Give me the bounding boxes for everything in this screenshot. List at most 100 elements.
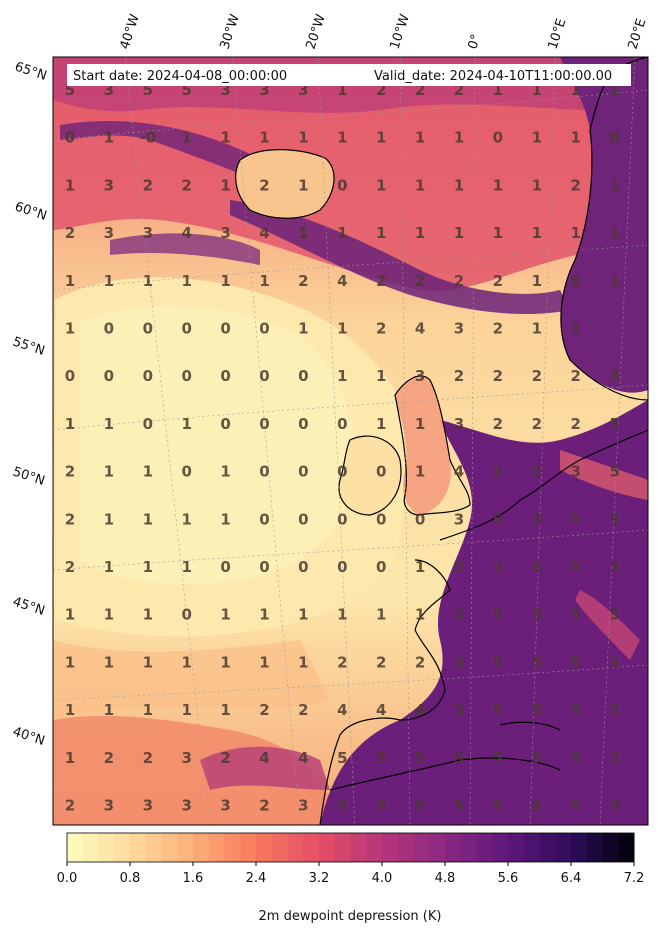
colorbar-segment <box>460 833 477 862</box>
colorbar-segment <box>445 833 462 862</box>
date-header-box <box>67 64 631 86</box>
grid-value: 1 <box>532 129 542 147</box>
grid-value: 0 <box>298 510 308 528</box>
colorbar-segment <box>193 833 210 862</box>
grid-value: 1 <box>532 320 542 338</box>
grid-value: 2 <box>415 653 425 671</box>
grid-value: 1 <box>65 701 75 719</box>
colorbar-segment <box>571 833 588 862</box>
grid-value: 0 <box>298 558 308 576</box>
grid-value: 2 <box>454 272 464 290</box>
grid-value: 1 <box>143 558 153 576</box>
grid-value: 2 <box>376 81 386 99</box>
grid-value: 1 <box>376 224 386 242</box>
grid-value: 1 <box>143 606 153 624</box>
colorbar-segment <box>98 833 115 862</box>
grid-value: 4 <box>532 797 542 815</box>
grid-value: 0 <box>181 320 191 338</box>
grid-value: 1 <box>415 415 425 433</box>
grid-value: 2 <box>259 176 269 194</box>
grid-value: 3 <box>220 797 230 815</box>
latitude-labels: 65°N 60°N 55°N 50°N 45°N 40°N <box>11 60 49 749</box>
grid-value: 1 <box>532 81 542 99</box>
grid-value: 2 <box>454 558 464 576</box>
grid-value: 0 <box>181 606 191 624</box>
grid-value: 1 <box>104 558 114 576</box>
grid-value: 0 <box>181 367 191 385</box>
grid-value: 2 <box>376 320 386 338</box>
grid-value: 3 <box>181 797 191 815</box>
grid-value: 1 <box>337 129 347 147</box>
grid-value: 0 <box>259 415 269 433</box>
grid-value: 4 <box>298 749 308 767</box>
grid-value: 1 <box>415 129 425 147</box>
grid-value: 1 <box>415 606 425 624</box>
grid-value: 5 <box>415 797 425 815</box>
grid-value: 5 <box>570 653 580 671</box>
colorbar-tick-label: 0.0 <box>57 871 78 886</box>
grid-value: 0 <box>259 510 269 528</box>
colorbar-segment <box>555 833 572 862</box>
grid-value: 1 <box>337 606 347 624</box>
grid-value: 3 <box>454 701 464 719</box>
grid-value: 5 <box>143 81 153 99</box>
grid-value: 5 <box>532 749 542 767</box>
grid-value: 3 <box>454 415 464 433</box>
grid-value: 5 <box>376 797 386 815</box>
grid-value: 3 <box>298 81 308 99</box>
grid-value: 0 <box>65 367 75 385</box>
colorbar-segment <box>130 833 147 862</box>
lon-label-10w: 10°W <box>388 12 413 51</box>
grid-value: 2 <box>181 176 191 194</box>
grid-value: 3 <box>609 749 619 767</box>
grid-value: 1 <box>65 320 75 338</box>
grid-value: 1 <box>65 415 75 433</box>
grid-value: 2 <box>493 272 503 290</box>
grid-value: 2 <box>454 81 464 99</box>
grid-value: 2 <box>298 701 308 719</box>
lat-label-65n: 65°N <box>13 60 49 84</box>
colorbar-segment <box>240 833 257 862</box>
colorbar-segment <box>114 833 131 862</box>
grid-value: 2 <box>376 272 386 290</box>
grid-value: 0 <box>220 320 230 338</box>
colorbar-segment <box>256 833 273 862</box>
grid-value: 1 <box>220 463 230 481</box>
grid-value: 1 <box>493 224 503 242</box>
colorbar-tick-label: 4.8 <box>435 871 456 886</box>
grid-value: 2 <box>143 749 153 767</box>
grid-value: 1 <box>298 606 308 624</box>
colorbar-segment <box>602 833 619 862</box>
grid-value: 2 <box>493 558 503 576</box>
grid-value: 1 <box>181 415 191 433</box>
grid-value: 5 <box>337 797 347 815</box>
grid-value: 5 <box>570 606 580 624</box>
grid-value: 3 <box>143 797 153 815</box>
grid-value: 0 <box>298 463 308 481</box>
colorbar-ticks: 0.0 0.8 1.6 2.4 3.2 4.0 4.8 5.6 6.4 7.2 <box>57 862 644 886</box>
colorbar-segment <box>224 833 241 862</box>
grid-value: 2 <box>415 81 425 99</box>
lat-label-40n: 40°N <box>11 725 47 749</box>
grid-value: 3 <box>104 797 114 815</box>
colorbar-tick-label: 0.8 <box>120 871 141 886</box>
grid-value: 1 <box>570 129 580 147</box>
grid-value: 1 <box>415 463 425 481</box>
grid-value: 5 <box>609 510 619 528</box>
grid-value: 1 <box>337 81 347 99</box>
grid-value: 2 <box>454 606 464 624</box>
grid-value: 2 <box>65 797 75 815</box>
grid-value: 5 <box>415 749 425 767</box>
colorbar-tick-label: 5.6 <box>498 871 519 886</box>
grid-value: 0 <box>143 415 153 433</box>
valid-date-label: Valid_date: 2024-04-10T11:00:00.00 <box>374 69 612 84</box>
grid-value: 3 <box>415 367 425 385</box>
grid-value: 1 <box>337 320 347 338</box>
grid-value: 0 <box>220 558 230 576</box>
grid-value: 3 <box>259 81 269 99</box>
grid-value: 2 <box>376 653 386 671</box>
grid-value: 5 <box>493 797 503 815</box>
grid-value: 2 <box>570 415 580 433</box>
grid-value: 2 <box>532 367 542 385</box>
grid-value: 5 <box>65 81 75 99</box>
